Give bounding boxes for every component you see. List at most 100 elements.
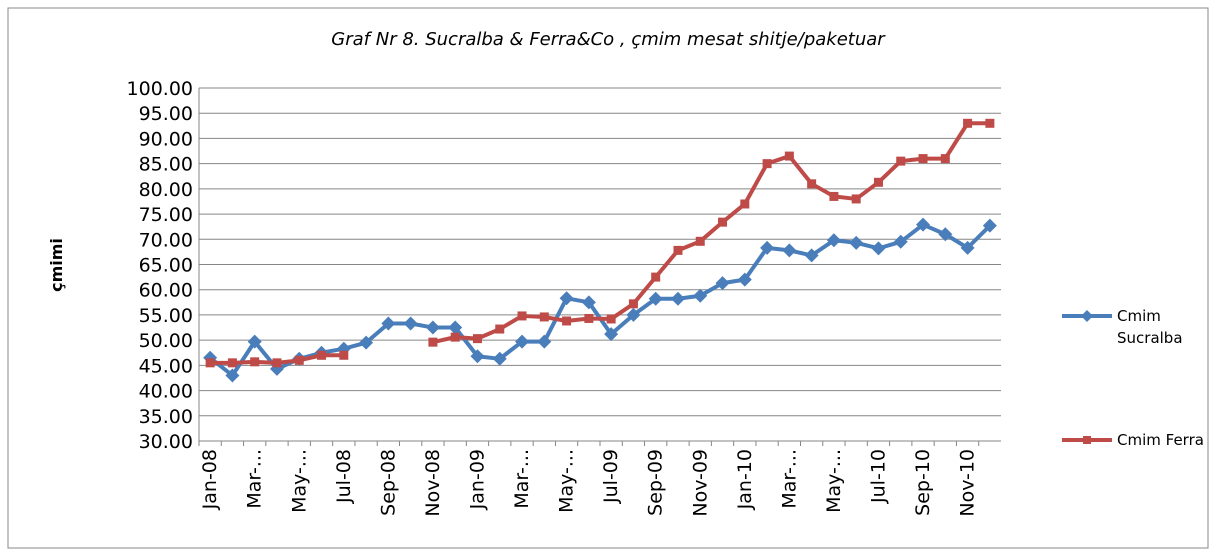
x-tick-label: Nov-08 bbox=[422, 449, 444, 517]
data-point bbox=[584, 313, 594, 323]
data-point bbox=[940, 154, 950, 164]
x-tick-label: Nov-10 bbox=[957, 449, 979, 517]
data-point bbox=[648, 291, 663, 306]
data-point bbox=[807, 179, 817, 189]
data-point bbox=[495, 324, 505, 334]
x-tick-label: Jan-08 bbox=[199, 449, 221, 510]
data-point bbox=[893, 234, 908, 249]
y-tick-label: 30.00 bbox=[139, 431, 193, 453]
x-tick-label: Nov-09 bbox=[689, 449, 711, 517]
legend-swatch bbox=[1081, 310, 1093, 322]
data-point bbox=[403, 316, 418, 331]
x-tick-label: Mar-... bbox=[244, 449, 266, 509]
data-point bbox=[381, 316, 396, 331]
data-point bbox=[562, 316, 572, 326]
y-tick-label: 50.00 bbox=[139, 330, 193, 352]
data-point bbox=[626, 307, 641, 322]
x-tick-label: Sep-08 bbox=[377, 449, 399, 516]
data-point bbox=[606, 314, 616, 324]
y-tick-label: 100.00 bbox=[127, 78, 193, 100]
data-point bbox=[982, 218, 997, 233]
data-point bbox=[670, 291, 685, 306]
data-point bbox=[517, 311, 527, 321]
data-point bbox=[227, 358, 237, 368]
x-tick-label: May-... bbox=[823, 449, 845, 513]
legend-label: Cmim Sucralba bbox=[1117, 307, 1183, 347]
data-point bbox=[916, 217, 931, 232]
x-tick-label: Sep-10 bbox=[912, 449, 934, 516]
data-point bbox=[985, 118, 995, 128]
data-point bbox=[537, 334, 552, 349]
y-tick-label: 55.00 bbox=[139, 305, 193, 327]
data-point bbox=[428, 337, 438, 347]
data-point bbox=[628, 299, 638, 309]
data-point bbox=[359, 335, 374, 350]
data-point bbox=[762, 159, 772, 169]
data-point bbox=[448, 320, 463, 335]
chart-frame bbox=[7, 7, 1209, 549]
data-point bbox=[849, 235, 864, 250]
data-point bbox=[604, 327, 619, 342]
data-point bbox=[871, 241, 886, 256]
data-point bbox=[784, 151, 794, 161]
x-tick-label: Jul-08 bbox=[333, 449, 355, 504]
y-tick-label: 35.00 bbox=[139, 406, 193, 428]
y-tick-label: 40.00 bbox=[139, 381, 193, 403]
x-tick-label: Jul-09 bbox=[600, 449, 622, 504]
data-point bbox=[826, 233, 841, 248]
y-tick-label: 95.00 bbox=[139, 103, 193, 125]
data-point bbox=[960, 240, 975, 255]
data-point bbox=[804, 248, 819, 263]
legend-label: Cmim Ferra bbox=[1117, 431, 1204, 449]
x-tick-label: Sep-09 bbox=[645, 449, 667, 516]
data-point bbox=[715, 276, 730, 291]
y-tick-label: 60.00 bbox=[139, 280, 193, 302]
x-tick-label: Jan-09 bbox=[466, 449, 488, 510]
chart-title: Graf Nr 8. Sucralba & Ferra&Co , çmim me… bbox=[331, 29, 886, 50]
y-axis-label: çmimi bbox=[47, 238, 66, 292]
data-point bbox=[718, 217, 728, 227]
data-point bbox=[873, 177, 883, 187]
y-tick-label: 80.00 bbox=[139, 179, 193, 201]
y-tick-label: 70.00 bbox=[139, 229, 193, 251]
y-tick-label: 65.00 bbox=[139, 255, 193, 277]
data-point bbox=[918, 154, 928, 164]
data-point bbox=[470, 349, 485, 364]
x-tick-label: Jan-10 bbox=[734, 449, 756, 510]
data-point bbox=[740, 199, 750, 209]
data-point bbox=[450, 332, 460, 342]
data-point bbox=[247, 334, 262, 349]
data-point bbox=[317, 350, 327, 360]
data-point bbox=[695, 236, 705, 246]
x-tick-label: Jul-10 bbox=[867, 449, 889, 504]
x-tick-label: May-... bbox=[556, 449, 578, 513]
data-point bbox=[896, 156, 906, 166]
data-point bbox=[673, 245, 683, 255]
data-point bbox=[515, 334, 530, 349]
data-point bbox=[581, 295, 596, 310]
data-point bbox=[559, 291, 574, 306]
data-point bbox=[339, 350, 349, 360]
x-tick-label: Mar-... bbox=[511, 449, 533, 509]
data-point bbox=[938, 227, 953, 242]
y-tick-label: 90.00 bbox=[139, 128, 193, 150]
x-tick-label: May-... bbox=[288, 449, 310, 513]
data-point bbox=[760, 240, 775, 255]
data-point bbox=[651, 272, 661, 282]
data-point bbox=[250, 357, 260, 367]
data-point bbox=[205, 358, 215, 368]
data-point bbox=[829, 191, 839, 201]
data-point bbox=[472, 334, 482, 344]
data-point bbox=[782, 243, 797, 258]
data-point bbox=[539, 312, 549, 322]
data-point bbox=[492, 351, 507, 366]
x-tick-label: Mar-... bbox=[778, 449, 800, 509]
y-tick-label: 75.00 bbox=[139, 204, 193, 226]
data-point bbox=[425, 320, 440, 335]
legend-swatch bbox=[1083, 436, 1091, 444]
data-point bbox=[693, 288, 708, 303]
data-point bbox=[225, 368, 240, 383]
y-tick-label: 85.00 bbox=[139, 154, 193, 176]
data-point bbox=[294, 355, 304, 365]
